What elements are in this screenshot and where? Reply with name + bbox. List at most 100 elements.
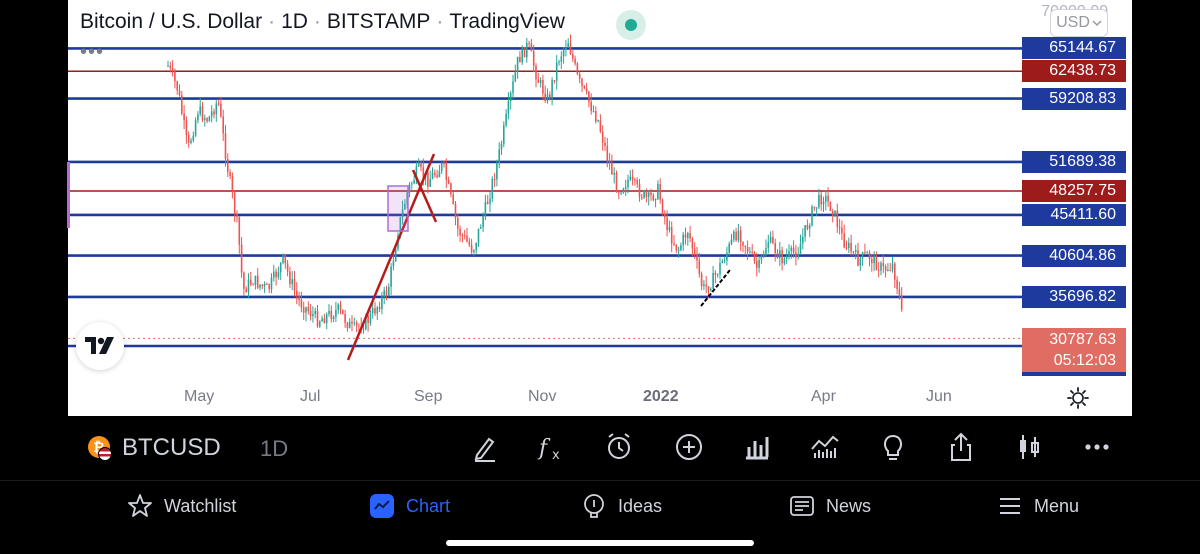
- candle-body: [689, 233, 691, 239]
- candle-body: [526, 42, 528, 58]
- candle-body: [509, 92, 512, 102]
- chart-type-button[interactable]: [740, 430, 774, 464]
- candle-body: [638, 183, 641, 198]
- candle-body: [171, 67, 174, 72]
- timeframe-button[interactable]: 1D: [260, 436, 289, 461]
- candle-body: [427, 172, 429, 187]
- candle-body: [891, 263, 894, 271]
- candle-body: [804, 225, 806, 237]
- candle-body: [581, 78, 583, 86]
- candle-body: [443, 162, 445, 164]
- candle-body: [374, 308, 376, 314]
- candle-body: [470, 245, 473, 253]
- ideas-button[interactable]: [876, 430, 910, 464]
- more-button[interactable]: [1080, 430, 1114, 464]
- candle-body: [238, 217, 241, 245]
- bar-countdown: 05:12:03: [1053, 352, 1116, 369]
- share-button[interactable]: [944, 430, 978, 464]
- candle-body: [615, 172, 618, 193]
- candle-body: [882, 263, 885, 267]
- candle-body: [822, 201, 825, 205]
- candle-body: [834, 210, 836, 216]
- candle-body: [233, 192, 236, 214]
- candle-body: [466, 235, 468, 242]
- candle-body: [790, 247, 793, 251]
- candle-body: [215, 103, 218, 115]
- candle-body: [507, 101, 510, 114]
- candle-body: [848, 242, 850, 249]
- candle-body: [383, 290, 385, 297]
- candle-body: [344, 314, 346, 323]
- home-indicator[interactable]: [446, 540, 754, 546]
- candle-body: [353, 322, 356, 324]
- candles-button[interactable]: [1012, 430, 1046, 464]
- currency-label: USD: [1056, 14, 1090, 31]
- candle-body: [684, 234, 687, 238]
- gear-icon[interactable]: [1066, 386, 1090, 410]
- nav-menu[interactable]: Menu: [996, 491, 1079, 521]
- candle-body: [806, 225, 809, 229]
- candle-body: [595, 111, 597, 122]
- candle-body: [827, 195, 829, 202]
- candle-body: [339, 304, 342, 310]
- symbol-button[interactable]: BTCUSD: [122, 434, 221, 461]
- drawn-line: [700, 269, 731, 307]
- candle-body: [473, 250, 475, 253]
- candle-body: [250, 279, 252, 285]
- candle-body: [247, 279, 250, 293]
- current-price: 30787.63: [1049, 331, 1116, 348]
- nav-news[interactable]: News: [788, 491, 871, 521]
- candle-body: [733, 231, 735, 240]
- chart-area[interactable]: 70000.00 Bitcoin / U.S. Dollar·1D·BITSTA…: [68, 0, 1132, 416]
- alert-button[interactable]: [602, 430, 636, 464]
- candle-body: [818, 194, 820, 208]
- candle-body: [204, 118, 206, 120]
- candle-body: [319, 321, 321, 327]
- nav-ideas[interactable]: Ideas: [580, 491, 662, 521]
- candle-body: [611, 163, 613, 175]
- candle-body: [240, 244, 243, 273]
- candle-body: [376, 307, 379, 314]
- add-button[interactable]: [672, 430, 706, 464]
- candle-body: [831, 210, 834, 216]
- compare-button[interactable]: [808, 430, 842, 464]
- candle-body: [201, 106, 204, 120]
- candle-body: [620, 192, 622, 194]
- trend-line: [411, 169, 438, 223]
- candle-body: [477, 228, 480, 243]
- share-icon: [951, 432, 971, 461]
- candle-body: [227, 159, 229, 173]
- more-horizontal-icon[interactable]: •••: [80, 41, 105, 63]
- market-status-icon[interactable]: [616, 10, 646, 40]
- candle-body: [381, 296, 383, 310]
- draw-button[interactable]: [468, 430, 502, 464]
- candle-body: [664, 213, 666, 218]
- chart-icon: [370, 494, 394, 518]
- candle-body: [236, 213, 238, 218]
- nav-chart[interactable]: Chart: [368, 491, 450, 521]
- candle-body: [224, 133, 227, 160]
- candle-body: [463, 235, 466, 237]
- candle-body: [641, 197, 643, 199]
- candle-body: [772, 236, 774, 244]
- candle-body: [431, 172, 434, 179]
- candle-body: [765, 248, 767, 256]
- candle-body: [758, 259, 760, 268]
- nav-news-label: News: [826, 495, 872, 516]
- candle-body: [491, 179, 494, 199]
- candle-body: [181, 95, 183, 114]
- price-chart[interactable]: 70000.00: [68, 0, 1132, 416]
- candle-body: [194, 120, 197, 136]
- candle-body: [746, 247, 749, 252]
- price-level-label: 35696.82: [1022, 285, 1126, 308]
- candle-body: [542, 80, 544, 94]
- currency-select[interactable]: USD: [1050, 9, 1108, 37]
- price-level-label: 45411.60: [1022, 203, 1126, 226]
- candle-body: [192, 135, 195, 141]
- tradingview-logo[interactable]: [76, 322, 124, 370]
- nav-watchlist[interactable]: Watchlist: [126, 491, 236, 521]
- svg-text:f: f: [537, 436, 551, 461]
- candle-body: [445, 163, 448, 180]
